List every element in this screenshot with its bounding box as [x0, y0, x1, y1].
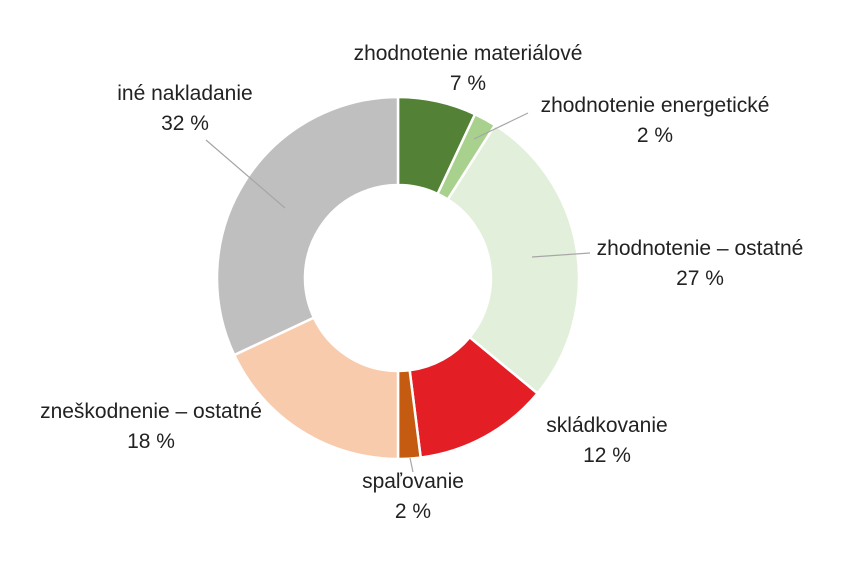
leader-line-zhodnotenie-energeticke	[473, 112, 529, 140]
data-value-spalovanie: 2 %	[395, 500, 431, 523]
slice-ine-nakladanie	[215, 95, 400, 357]
data-label-zhodnotenie-materialove: zhodnotenie materiálové	[354, 42, 583, 65]
slices-layer	[215, 95, 581, 461]
slice-zhodnotenie-ostatne	[446, 123, 581, 396]
data-label-skladkovanie: skládkovanie	[546, 414, 667, 437]
data-value-zneskodnenie-ostatne: 18 %	[127, 430, 175, 453]
data-value-zhodnotenie-materialove: 7 %	[450, 72, 486, 95]
data-value-skladkovanie: 12 %	[583, 444, 631, 467]
leader-line-zhodnotenie-ostatne	[531, 252, 591, 258]
data-label-zneskodnenie-ostatne: zneškodnenie – ostatné	[40, 400, 262, 423]
leader-line-ine-nakladanie	[205, 139, 286, 209]
slice-zneskodnenie-ostatne	[232, 315, 400, 461]
data-label-ine-nakladanie: iné nakladanie	[117, 82, 252, 105]
data-value-ine-nakladanie: 32 %	[161, 112, 209, 135]
data-value-zhodnotenie-ostatne: 27 %	[676, 267, 724, 290]
leader-line-spalovanie	[409, 457, 414, 473]
data-label-zhodnotenie-ostatne: zhodnotenie – ostatné	[597, 237, 804, 260]
data-value-zhodnotenie-energeticke: 2 %	[637, 124, 673, 147]
labels-layer: zhodnotenie materiálové 7 % zhodnotenie en…	[40, 42, 803, 523]
data-label-spalovanie: spaľovanie	[362, 470, 464, 493]
data-label-zhodnotenie-energeticke: zhodnotenie energetické	[541, 94, 770, 117]
leader-lines-layer	[205, 112, 591, 473]
